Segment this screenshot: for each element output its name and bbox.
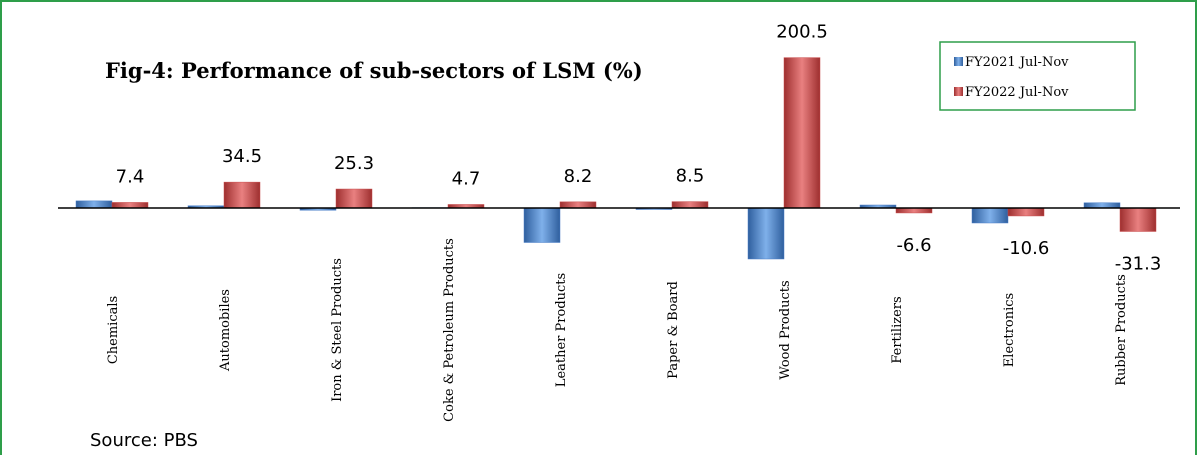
legend-swatch [954, 87, 963, 96]
bar [671, 201, 709, 209]
bar [971, 207, 1009, 224]
data-label: 7.4 [116, 166, 145, 187]
bar [1007, 207, 1045, 217]
x-tick-label: Iron & Steel Products [330, 258, 345, 402]
data-label: 200.5 [776, 22, 828, 43]
data-label: 8.5 [676, 166, 705, 187]
bar [223, 181, 261, 209]
x-tick-label: Chemicals [106, 296, 121, 364]
data-label: -6.6 [896, 235, 931, 256]
x-tick-label: Coke & Petroleum Products [442, 238, 457, 422]
data-label: 34.5 [222, 146, 262, 167]
data-label: -10.6 [1003, 238, 1050, 259]
x-tick-label: Fertilizers [890, 296, 905, 363]
bar [559, 201, 597, 209]
x-tick-label: Leather Products [554, 273, 569, 387]
bar [335, 188, 373, 209]
data-label: 8.2 [564, 166, 593, 187]
legend [939, 41, 1136, 111]
data-label: 4.7 [452, 168, 481, 189]
chart-title: Fig-4: Performance of sub-sectors of LSM… [105, 58, 643, 83]
data-label: -31.3 [1115, 253, 1162, 274]
x-tick-label: Rubber Products [1114, 274, 1129, 386]
bar [747, 207, 785, 260]
bar [523, 207, 561, 243]
bar [783, 57, 821, 209]
x-tick-label: Automobiles [218, 289, 233, 372]
bar [75, 200, 113, 209]
legend-label: FY2022 Jul-Nov [965, 85, 1069, 100]
legend-swatch [954, 57, 963, 66]
bar [1119, 207, 1157, 232]
x-tick-label: Electronics [1002, 293, 1017, 367]
bar [1083, 202, 1121, 209]
x-tick-label: Wood Products [778, 280, 793, 379]
legend-label: FY2021 Jul-Nov [965, 55, 1069, 70]
source: Source: PBS [90, 430, 198, 451]
bar [111, 202, 149, 209]
data-label: 25.3 [334, 153, 374, 174]
x-tick-label: Paper & Board [666, 281, 681, 379]
